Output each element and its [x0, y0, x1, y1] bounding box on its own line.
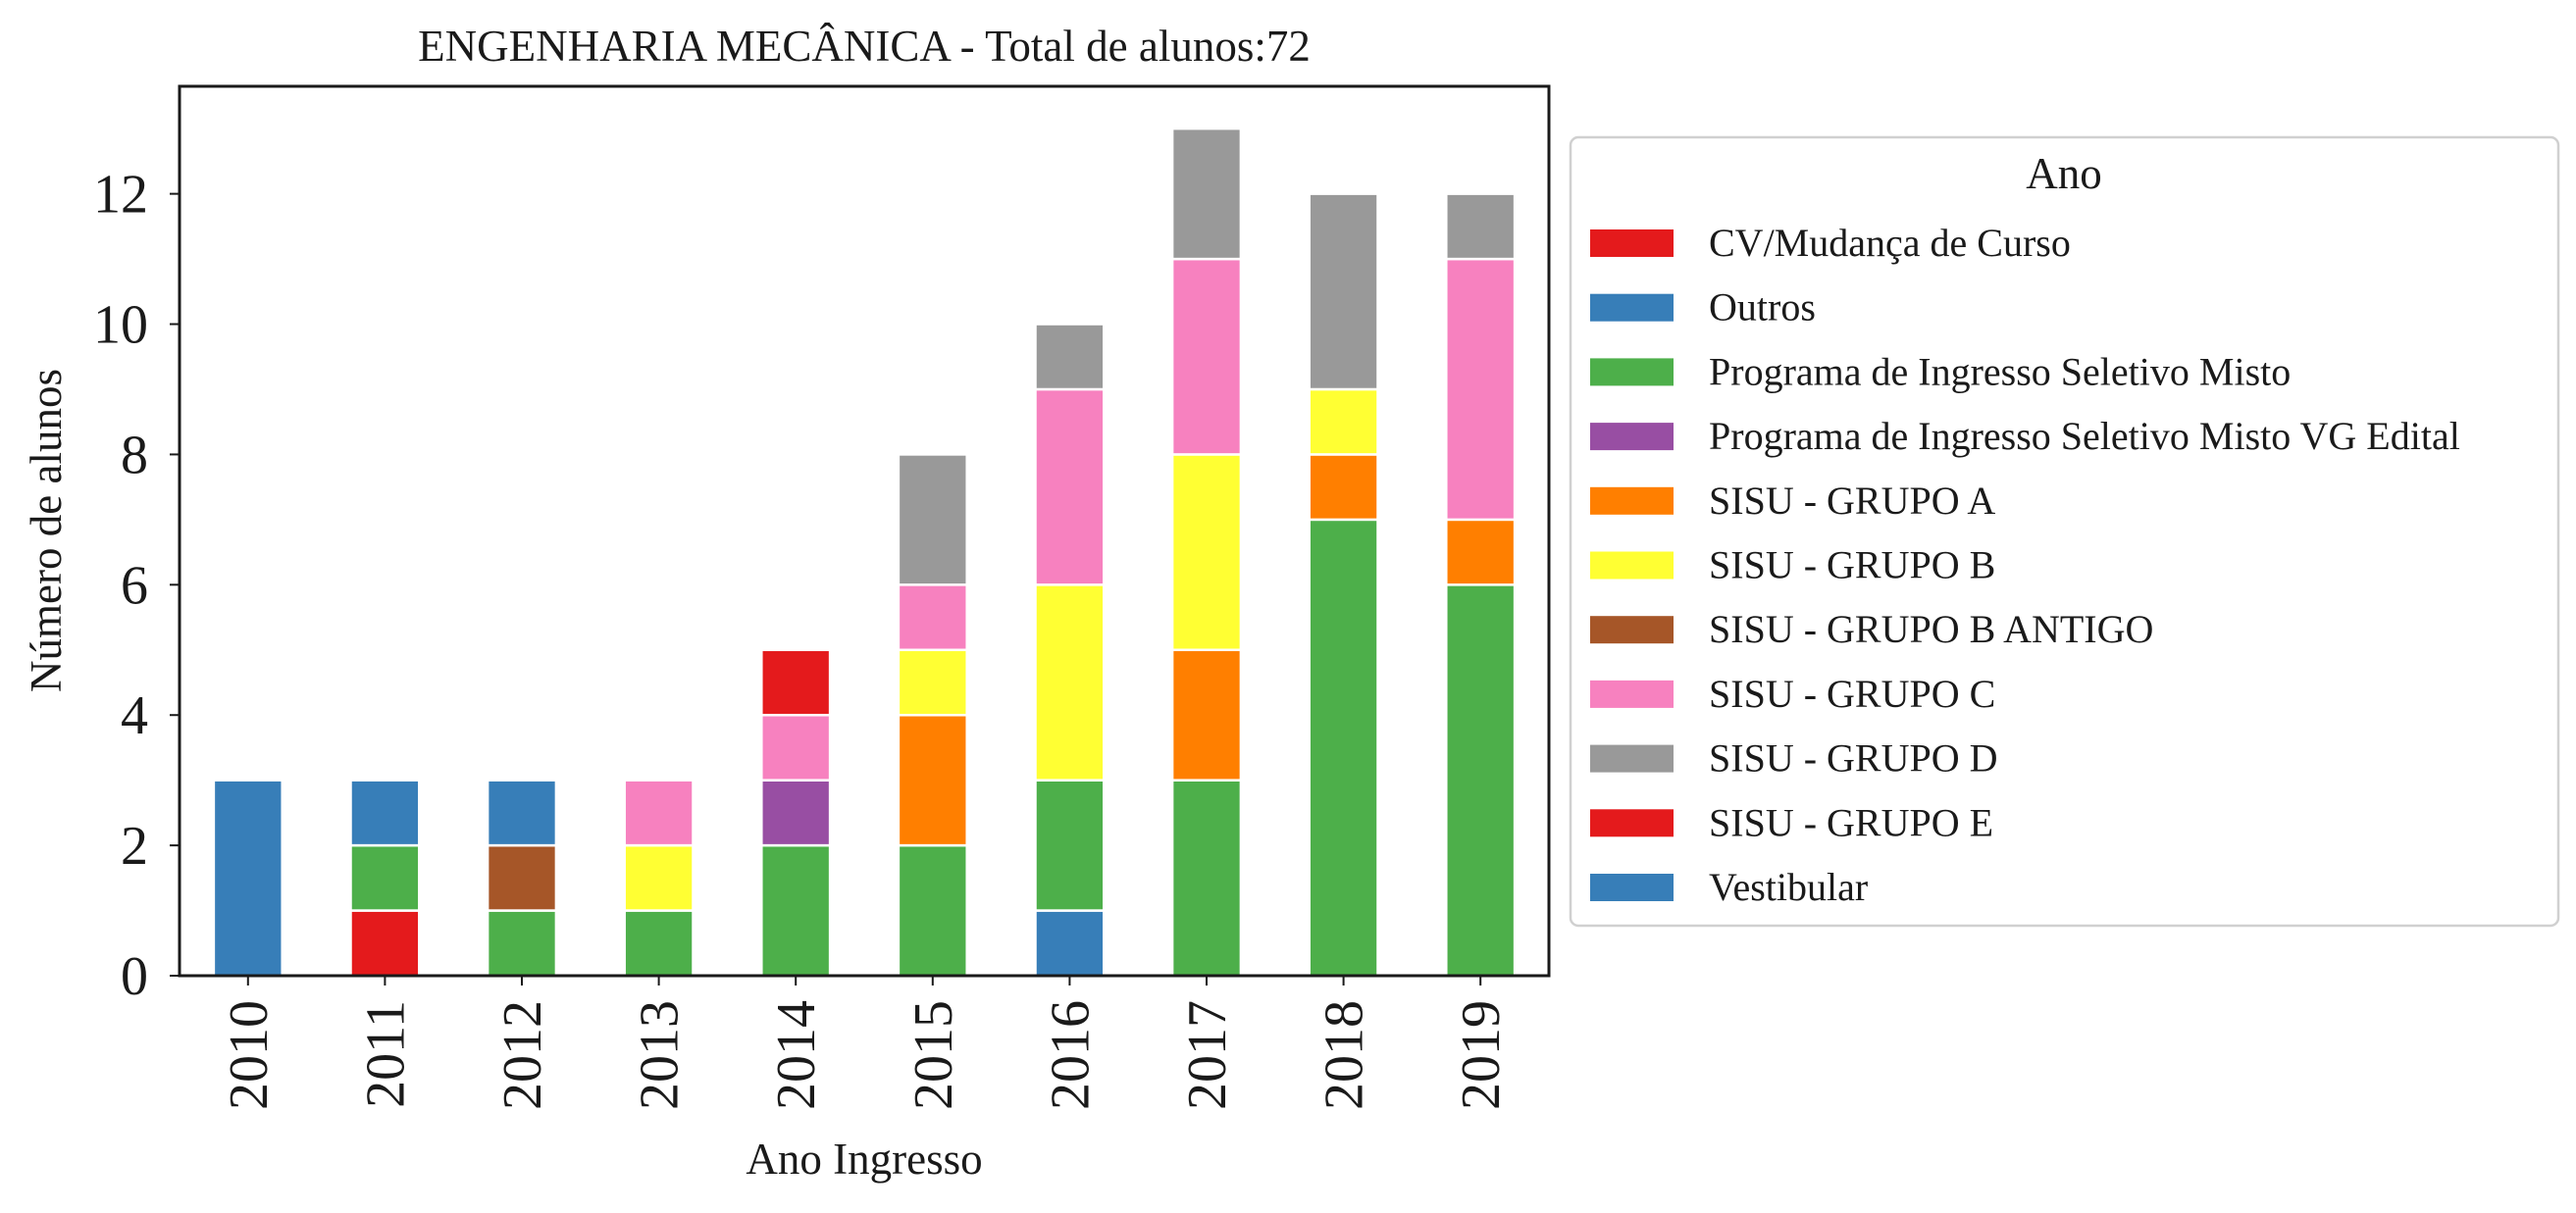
bar-2019-sisu-grupo-c	[1445, 257, 1517, 522]
y-tick-label: 2	[121, 816, 148, 877]
legend-label-sisu-grupo-c: SISU - GRUPO C	[1709, 672, 1995, 716]
legend-label-sisu-grupo-b-antigo: SISU - GRUPO B ANTIGO	[1709, 607, 2153, 651]
x-tick-label: 2015	[903, 1000, 964, 1110]
bar-2012-programa-de-ingresso-seletivo-misto	[486, 909, 558, 978]
x-tick-label: 2013	[630, 1000, 691, 1110]
x-tick-label: 2014	[766, 1000, 827, 1110]
bar-2018-programa-de-ingresso-seletivo-misto	[1308, 518, 1379, 978]
legend-label-programa-de-ingresso-seletivo-misto: Programa de Ingresso Seletivo Misto	[1709, 349, 2291, 393]
legend-swatch-vestibular	[1590, 874, 1674, 901]
bar-2015-sisu-grupo-a	[897, 713, 968, 847]
bar-2019-sisu-grupo-d	[1445, 192, 1517, 261]
y-tick-label: 10	[93, 295, 148, 356]
x-tick-label: 2018	[1314, 1000, 1375, 1110]
bar-2015-sisu-grupo-b	[897, 648, 968, 717]
bar-2012-sisu-grupo-b-antigo	[486, 843, 558, 912]
bar-2018-sisu-grupo-a	[1308, 453, 1379, 522]
y-tick-label: 12	[93, 165, 148, 226]
legend-label-sisu-grupo-a: SISU - GRUPO A	[1709, 479, 1995, 523]
legend-label-vestibular: Vestibular	[1709, 865, 1868, 909]
bar-2015-sisu-grupo-c	[897, 583, 968, 652]
bar-2017-sisu-grupo-a	[1170, 648, 1243, 782]
x-tick-label: 2011	[355, 1000, 416, 1108]
bar-2019-sisu-grupo-a	[1445, 518, 1517, 586]
bar-2012-vestibular	[486, 779, 558, 847]
x-axis-label: Ano Ingresso	[746, 1135, 982, 1184]
bar-2014-programa-de-ingresso-seletivo-misto-vg-edital	[760, 779, 832, 847]
legend: Ano CV/Mudança de Curso Outros Programa de…	[1569, 135, 2560, 928]
legend-swatch-programa-de-ingresso-seletivo-misto-vg-edital	[1590, 423, 1674, 451]
x-tick-label: 2016	[1040, 1000, 1101, 1110]
x-axis-ticks: 2010 2011 2012 2013 2014 2015 2016 2017 2018 2019	[219, 976, 1512, 1110]
bar-2018-sisu-grupo-d	[1308, 192, 1379, 391]
legend-label-sisu-grupo-b: SISU - GRUPO B	[1709, 543, 1995, 587]
bar-2019-programa-de-ingresso-seletivo-misto	[1445, 583, 1517, 978]
bar-stacks	[212, 126, 1517, 978]
legend-label-programa-de-ingresso-seletivo-misto-vg-edital: Programa de Ingresso Seletivo Misto VG E…	[1709, 414, 2460, 458]
x-tick-label: 2019	[1451, 1000, 1512, 1110]
y-tick-label: 8	[121, 425, 148, 485]
bar-2018-sisu-grupo-b	[1308, 387, 1379, 456]
plot-frame	[178, 84, 1551, 978]
bar-2011-cv-mudanca-de-curso	[349, 909, 421, 978]
bar-2016-sisu-grupo-c	[1034, 387, 1106, 586]
bar-2017-sisu-grupo-b	[1170, 453, 1243, 652]
chart-title: ENGENHARIA MECÂNICA - Total de alunos:72	[418, 22, 1311, 71]
bar-2017-sisu-grupo-c	[1170, 257, 1243, 456]
bar-2016-sisu-grupo-b	[1034, 583, 1106, 782]
bar-2015-programa-de-ingresso-seletivo-misto	[897, 843, 968, 978]
legend-swatch-sisu-grupo-b	[1590, 551, 1674, 580]
legend-swatch-sisu-grupo-e	[1590, 809, 1674, 837]
legend-swatch-sisu-grupo-a	[1590, 486, 1674, 515]
legend-swatch-cv-mudanca-de-curso	[1590, 229, 1674, 257]
legend-swatch-sisu-grupo-d	[1590, 744, 1674, 773]
bar-2013-programa-de-ingresso-seletivo-misto	[623, 909, 695, 978]
legend-swatch-sisu-grupo-c	[1590, 680, 1674, 708]
y-tick-label: 6	[121, 555, 148, 616]
x-tick-label: 2010	[219, 1000, 280, 1110]
bar-2016-sisu-grupo-d	[1034, 323, 1106, 391]
legend-label-cv-mudanca-de-curso: CV/Mudança de Curso	[1709, 221, 2071, 265]
bar-2016-outros	[1034, 909, 1106, 978]
x-tick-label: 2012	[492, 1000, 553, 1110]
y-tick-label: 0	[121, 946, 148, 1007]
bar-2013-sisu-grupo-c	[623, 779, 695, 847]
legend-swatch-programa-de-ingresso-seletivo-misto	[1590, 358, 1674, 386]
y-tick-label: 4	[121, 685, 148, 746]
legend-frame	[1569, 135, 2560, 928]
y-axis-label: Número de alunos	[22, 369, 71, 692]
legend-label-outros: Outros	[1709, 285, 1816, 329]
bar-2014-sisu-grupo-e	[760, 648, 832, 717]
bar-2011-vestibular	[349, 779, 421, 847]
x-tick-label: 2017	[1177, 1000, 1238, 1110]
bar-2010-vestibular	[212, 779, 283, 978]
bar-2013-sisu-grupo-b	[623, 843, 695, 912]
bar-2016-programa-de-ingresso-seletivo-misto	[1034, 779, 1106, 912]
bar-2014-sisu-grupo-c	[760, 713, 832, 782]
y-axis-ticks: 0 2 4 6 8 10 12	[93, 165, 180, 1007]
bar-2011-programa-de-ingresso-seletivo-misto	[349, 843, 421, 912]
bar-2017-sisu-grupo-d	[1170, 126, 1243, 261]
legend-items: CV/Mudança de Curso Outros Programa de Ing…	[1590, 221, 2460, 909]
legend-label-sisu-grupo-d: SISU - GRUPO D	[1709, 736, 1998, 781]
bar-2014-programa-de-ingresso-seletivo-misto	[760, 843, 832, 978]
legend-label-sisu-grupo-e: SISU - GRUPO E	[1709, 800, 1993, 844]
bar-2015-sisu-grupo-d	[897, 453, 968, 586]
legend-title: Ano	[2026, 149, 2102, 198]
legend-swatch-sisu-grupo-b-antigo	[1590, 616, 1674, 644]
bar-2017-programa-de-ingresso-seletivo-misto	[1170, 779, 1243, 978]
legend-swatch-outros	[1590, 293, 1674, 322]
